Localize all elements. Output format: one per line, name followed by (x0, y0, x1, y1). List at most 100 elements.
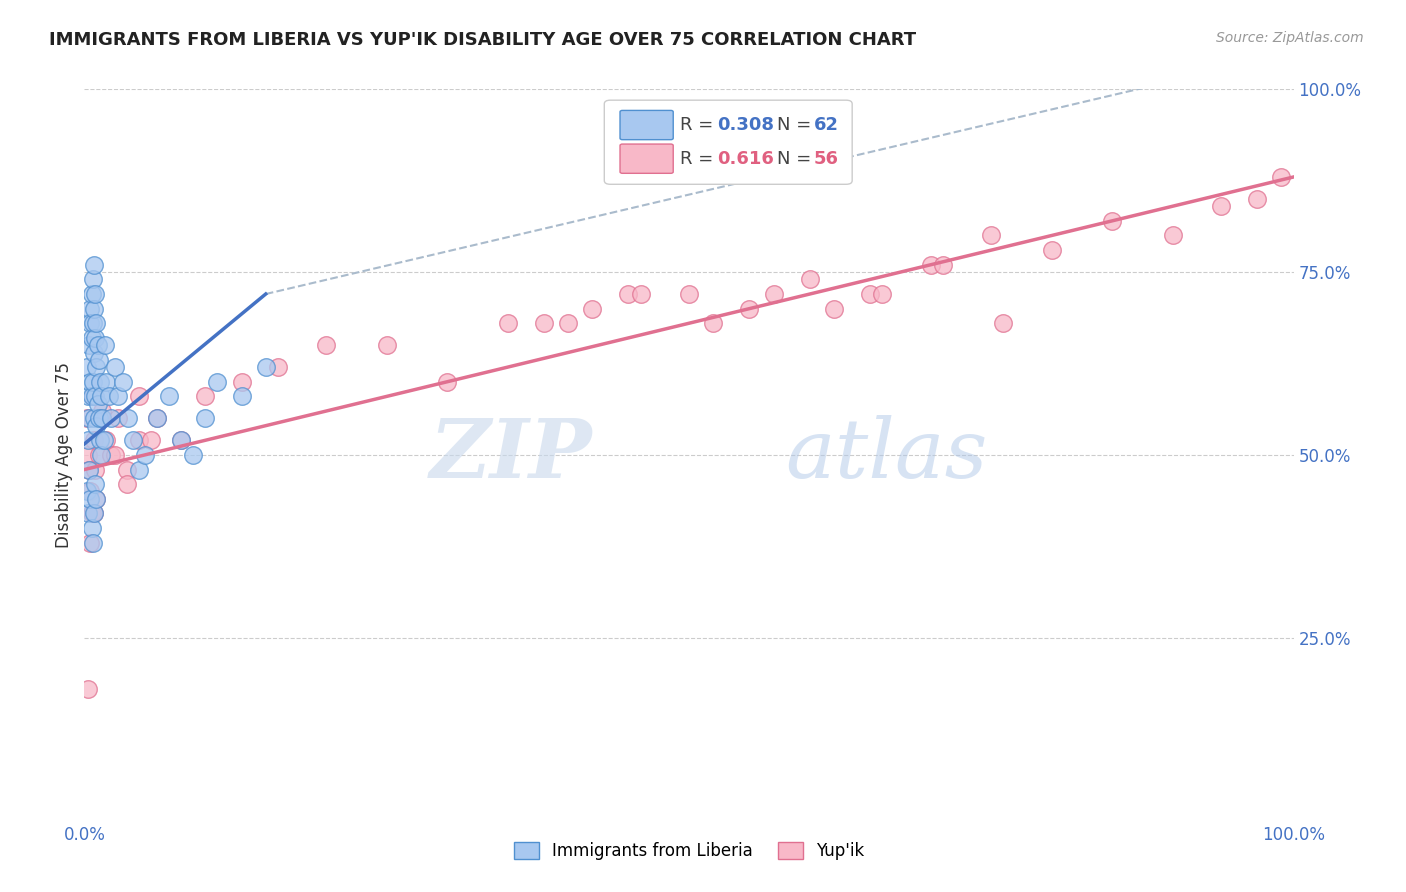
Point (170, 434, 193, 448)
Point (80, 287, 103, 301)
FancyBboxPatch shape (620, 144, 673, 173)
Point (79, 375, 101, 389)
Point (86, 491, 108, 506)
Point (980, 228, 1002, 243)
Point (80, 389, 103, 403)
Point (77, 411, 100, 425)
Point (194, 389, 217, 403)
Point (77, 507, 100, 521)
Point (86, 418, 108, 433)
Point (94, 375, 117, 389)
Text: Source: ZipAtlas.com: Source: ZipAtlas.com (1216, 31, 1364, 45)
Point (139, 434, 162, 448)
Point (89, 375, 111, 389)
Point (932, 258, 955, 272)
Point (89, 434, 111, 448)
Point (146, 411, 169, 425)
Point (107, 389, 129, 403)
Point (86, 316, 108, 330)
Legend: Immigrants from Liberia, Yup'ik: Immigrants from Liberia, Yup'ik (508, 836, 870, 867)
Point (533, 316, 555, 330)
Point (76, 411, 98, 425)
Point (581, 301, 603, 316)
Point (630, 287, 652, 301)
FancyBboxPatch shape (605, 100, 852, 185)
Point (83, 258, 105, 272)
Point (79, 535, 101, 549)
Point (83, 507, 105, 521)
Point (91, 411, 114, 425)
Point (86, 338, 108, 352)
Text: 56: 56 (814, 150, 838, 168)
Point (86, 360, 108, 375)
Point (107, 411, 129, 425)
Text: ZIP: ZIP (430, 415, 592, 495)
Point (762, 287, 785, 301)
Point (128, 462, 150, 476)
Text: 0.616: 0.616 (717, 150, 773, 168)
Point (738, 301, 761, 316)
Point (77, 462, 100, 476)
Point (231, 375, 253, 389)
Point (77, 681, 100, 696)
Point (104, 448, 127, 462)
Point (84, 287, 107, 301)
Point (84, 331, 107, 345)
Point (83, 507, 105, 521)
Text: N =: N = (778, 150, 817, 168)
Point (702, 316, 724, 330)
Point (1270, 169, 1292, 184)
Point (82, 375, 104, 389)
Point (157, 389, 180, 403)
Point (617, 287, 640, 301)
Point (112, 375, 135, 389)
Point (170, 434, 193, 448)
Point (121, 434, 143, 448)
Point (82, 389, 104, 403)
Point (77, 338, 100, 352)
Point (859, 287, 882, 301)
Point (76, 484, 98, 499)
Text: N =: N = (778, 116, 817, 134)
Text: R =: R = (681, 150, 720, 168)
Point (84, 462, 107, 476)
Point (254, 360, 277, 375)
Point (1101, 214, 1123, 228)
Point (993, 316, 1015, 330)
Point (80, 507, 103, 521)
Point (1209, 199, 1232, 213)
Point (375, 338, 398, 352)
Text: 0.308: 0.308 (717, 116, 773, 134)
Y-axis label: Disability Age Over 75: Disability Age Over 75 (55, 362, 73, 548)
Point (436, 375, 458, 389)
Point (1161, 228, 1184, 243)
Point (94, 434, 117, 448)
Point (872, 287, 894, 301)
Point (1246, 192, 1268, 206)
Point (557, 316, 579, 330)
Point (181, 448, 204, 462)
Text: IMMIGRANTS FROM LIBERIA VS YUP'IK DISABILITY AGE OVER 75 CORRELATION CHART: IMMIGRANTS FROM LIBERIA VS YUP'IK DISABI… (49, 31, 917, 49)
Point (82, 316, 104, 330)
Point (91, 404, 114, 418)
Point (90, 448, 112, 462)
Point (84, 477, 107, 491)
Point (87, 448, 110, 462)
Point (79, 301, 101, 316)
Point (115, 462, 138, 476)
Point (823, 301, 845, 316)
Point (207, 375, 229, 389)
Text: atlas: atlas (786, 415, 988, 495)
Point (100, 448, 122, 462)
Point (77, 434, 100, 448)
Point (146, 411, 169, 425)
Point (83, 411, 105, 425)
FancyBboxPatch shape (620, 111, 673, 140)
Point (117, 411, 139, 425)
Point (94, 338, 117, 352)
Point (77, 462, 100, 476)
Point (194, 411, 217, 425)
Point (83, 301, 105, 316)
Point (799, 272, 821, 286)
Text: 62: 62 (814, 116, 838, 134)
